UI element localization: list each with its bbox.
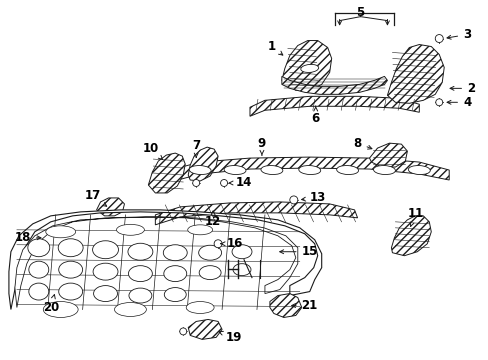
Polygon shape (386, 45, 443, 103)
Ellipse shape (224, 166, 245, 175)
Text: 14: 14 (229, 176, 252, 189)
Ellipse shape (373, 166, 395, 175)
Text: 17: 17 (84, 189, 106, 206)
Polygon shape (369, 143, 407, 167)
Text: 21: 21 (291, 299, 317, 312)
Polygon shape (249, 96, 419, 116)
Ellipse shape (59, 283, 82, 300)
Polygon shape (96, 198, 124, 216)
Polygon shape (15, 217, 297, 307)
Ellipse shape (232, 245, 251, 259)
Ellipse shape (163, 245, 187, 261)
Ellipse shape (214, 240, 222, 248)
Text: 15: 15 (279, 245, 317, 258)
Ellipse shape (300, 64, 318, 72)
Ellipse shape (336, 166, 358, 175)
Text: 11: 11 (407, 207, 423, 226)
Text: 4: 4 (446, 96, 470, 109)
Text: 16: 16 (221, 237, 243, 250)
Polygon shape (390, 216, 430, 256)
Ellipse shape (434, 35, 442, 42)
Ellipse shape (298, 166, 320, 175)
Ellipse shape (29, 283, 49, 300)
Text: 6: 6 (311, 106, 319, 125)
Polygon shape (188, 147, 218, 181)
Text: 7: 7 (192, 139, 200, 157)
Text: 12: 12 (204, 211, 221, 228)
Ellipse shape (129, 288, 152, 303)
Ellipse shape (114, 302, 146, 316)
Ellipse shape (261, 166, 282, 175)
Ellipse shape (192, 180, 199, 186)
Ellipse shape (289, 196, 297, 204)
Text: 3: 3 (446, 28, 470, 41)
Text: 10: 10 (142, 141, 163, 159)
Ellipse shape (92, 241, 118, 259)
Ellipse shape (233, 264, 250, 276)
Polygon shape (269, 293, 301, 318)
Ellipse shape (28, 239, 50, 257)
Ellipse shape (435, 99, 442, 106)
Polygon shape (281, 76, 386, 94)
Ellipse shape (163, 266, 186, 282)
Ellipse shape (199, 266, 221, 280)
Text: 8: 8 (353, 137, 371, 150)
Text: 5: 5 (356, 6, 364, 19)
Ellipse shape (407, 166, 429, 175)
Polygon shape (188, 319, 222, 339)
Ellipse shape (116, 224, 144, 235)
Ellipse shape (128, 243, 153, 260)
Text: 9: 9 (257, 137, 265, 155)
Ellipse shape (164, 288, 186, 302)
Ellipse shape (220, 180, 227, 186)
Ellipse shape (189, 166, 211, 175)
Ellipse shape (128, 266, 152, 282)
Ellipse shape (43, 302, 78, 318)
Ellipse shape (180, 328, 186, 335)
Ellipse shape (46, 226, 76, 238)
Ellipse shape (29, 261, 49, 278)
Ellipse shape (186, 302, 214, 314)
Polygon shape (281, 41, 331, 90)
Polygon shape (148, 153, 185, 193)
Text: 13: 13 (301, 192, 325, 204)
Text: 1: 1 (267, 40, 282, 55)
Ellipse shape (59, 261, 82, 278)
Ellipse shape (93, 263, 118, 280)
Ellipse shape (198, 245, 221, 260)
Text: 2: 2 (449, 82, 474, 95)
Polygon shape (9, 210, 321, 310)
Text: 20: 20 (42, 294, 59, 314)
Text: 19: 19 (219, 331, 242, 344)
Ellipse shape (93, 285, 117, 302)
Text: 18: 18 (15, 231, 41, 244)
Polygon shape (155, 202, 357, 225)
Ellipse shape (187, 225, 212, 235)
Polygon shape (170, 157, 448, 182)
Ellipse shape (58, 239, 83, 257)
